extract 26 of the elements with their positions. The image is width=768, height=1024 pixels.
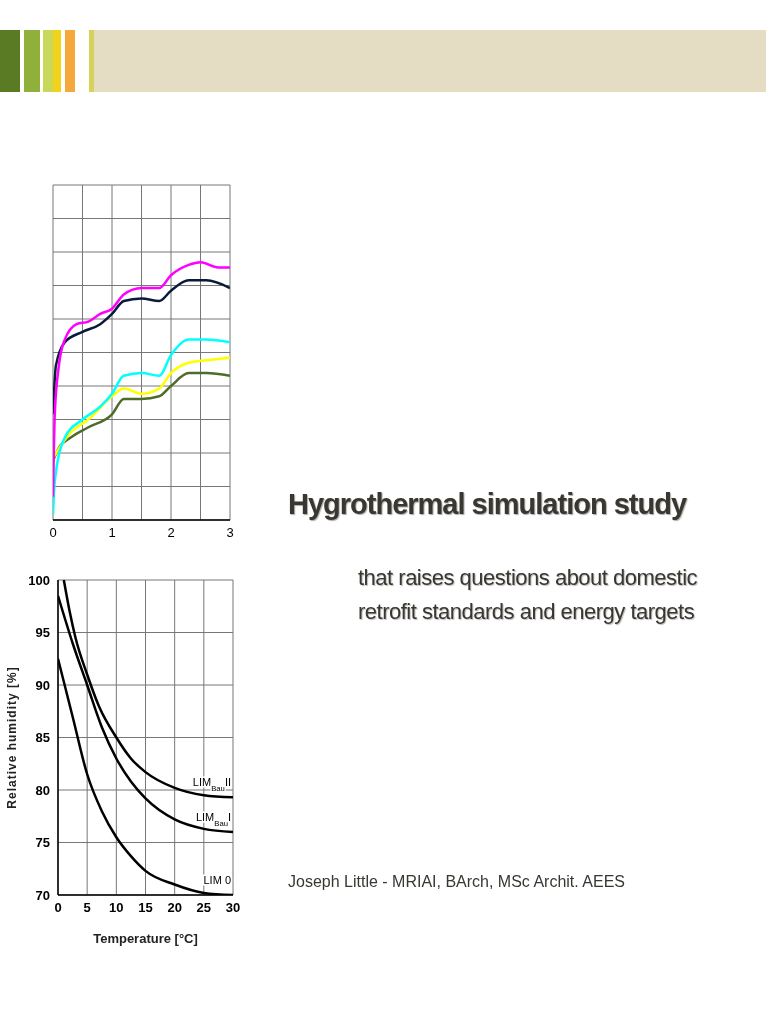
x-tick-label: 10 xyxy=(109,900,124,916)
x-tick-label: 2 xyxy=(167,525,175,541)
text: Joseph Little - MRIAI, BArch, MSc Archit. AEES xyxy=(288,873,626,891)
x-tick-label: 5 xyxy=(83,900,91,916)
x-tick-label: 30 xyxy=(225,900,241,916)
y-tick-label: 80 xyxy=(35,782,50,798)
x-tick-label: 15 xyxy=(138,900,153,916)
y-tick-label: 70 xyxy=(35,887,50,903)
series-label: LIM 0 xyxy=(203,874,231,886)
x-tick-label: 1 xyxy=(108,525,116,541)
text: Hygrothermal simulation study xyxy=(288,488,688,521)
y-tick-label: 75 xyxy=(35,835,50,851)
y-tick-label: 100 xyxy=(28,572,50,588)
series-label: LIM$_{Bau}$I xyxy=(195,811,231,828)
x-tick-label: 3 xyxy=(226,525,234,541)
x-axis-title: Temperature [°C] xyxy=(93,931,198,946)
x-tick-label: 25 xyxy=(196,900,212,916)
y-tick-label: 85 xyxy=(35,730,50,746)
y-axis-title: Relative humidity [%] xyxy=(5,666,20,809)
text: that raises questions about domestic retrofit standards and energy targets xyxy=(358,564,699,626)
y-tick-label: 95 xyxy=(35,625,50,641)
x-tick-label: 0 xyxy=(49,525,57,541)
x-tick-label: 0 xyxy=(54,900,62,916)
y-tick-label: 90 xyxy=(35,677,50,693)
series-label: LIM$_{Bau}$II xyxy=(192,776,231,793)
x-tick-label: 20 xyxy=(167,900,182,916)
